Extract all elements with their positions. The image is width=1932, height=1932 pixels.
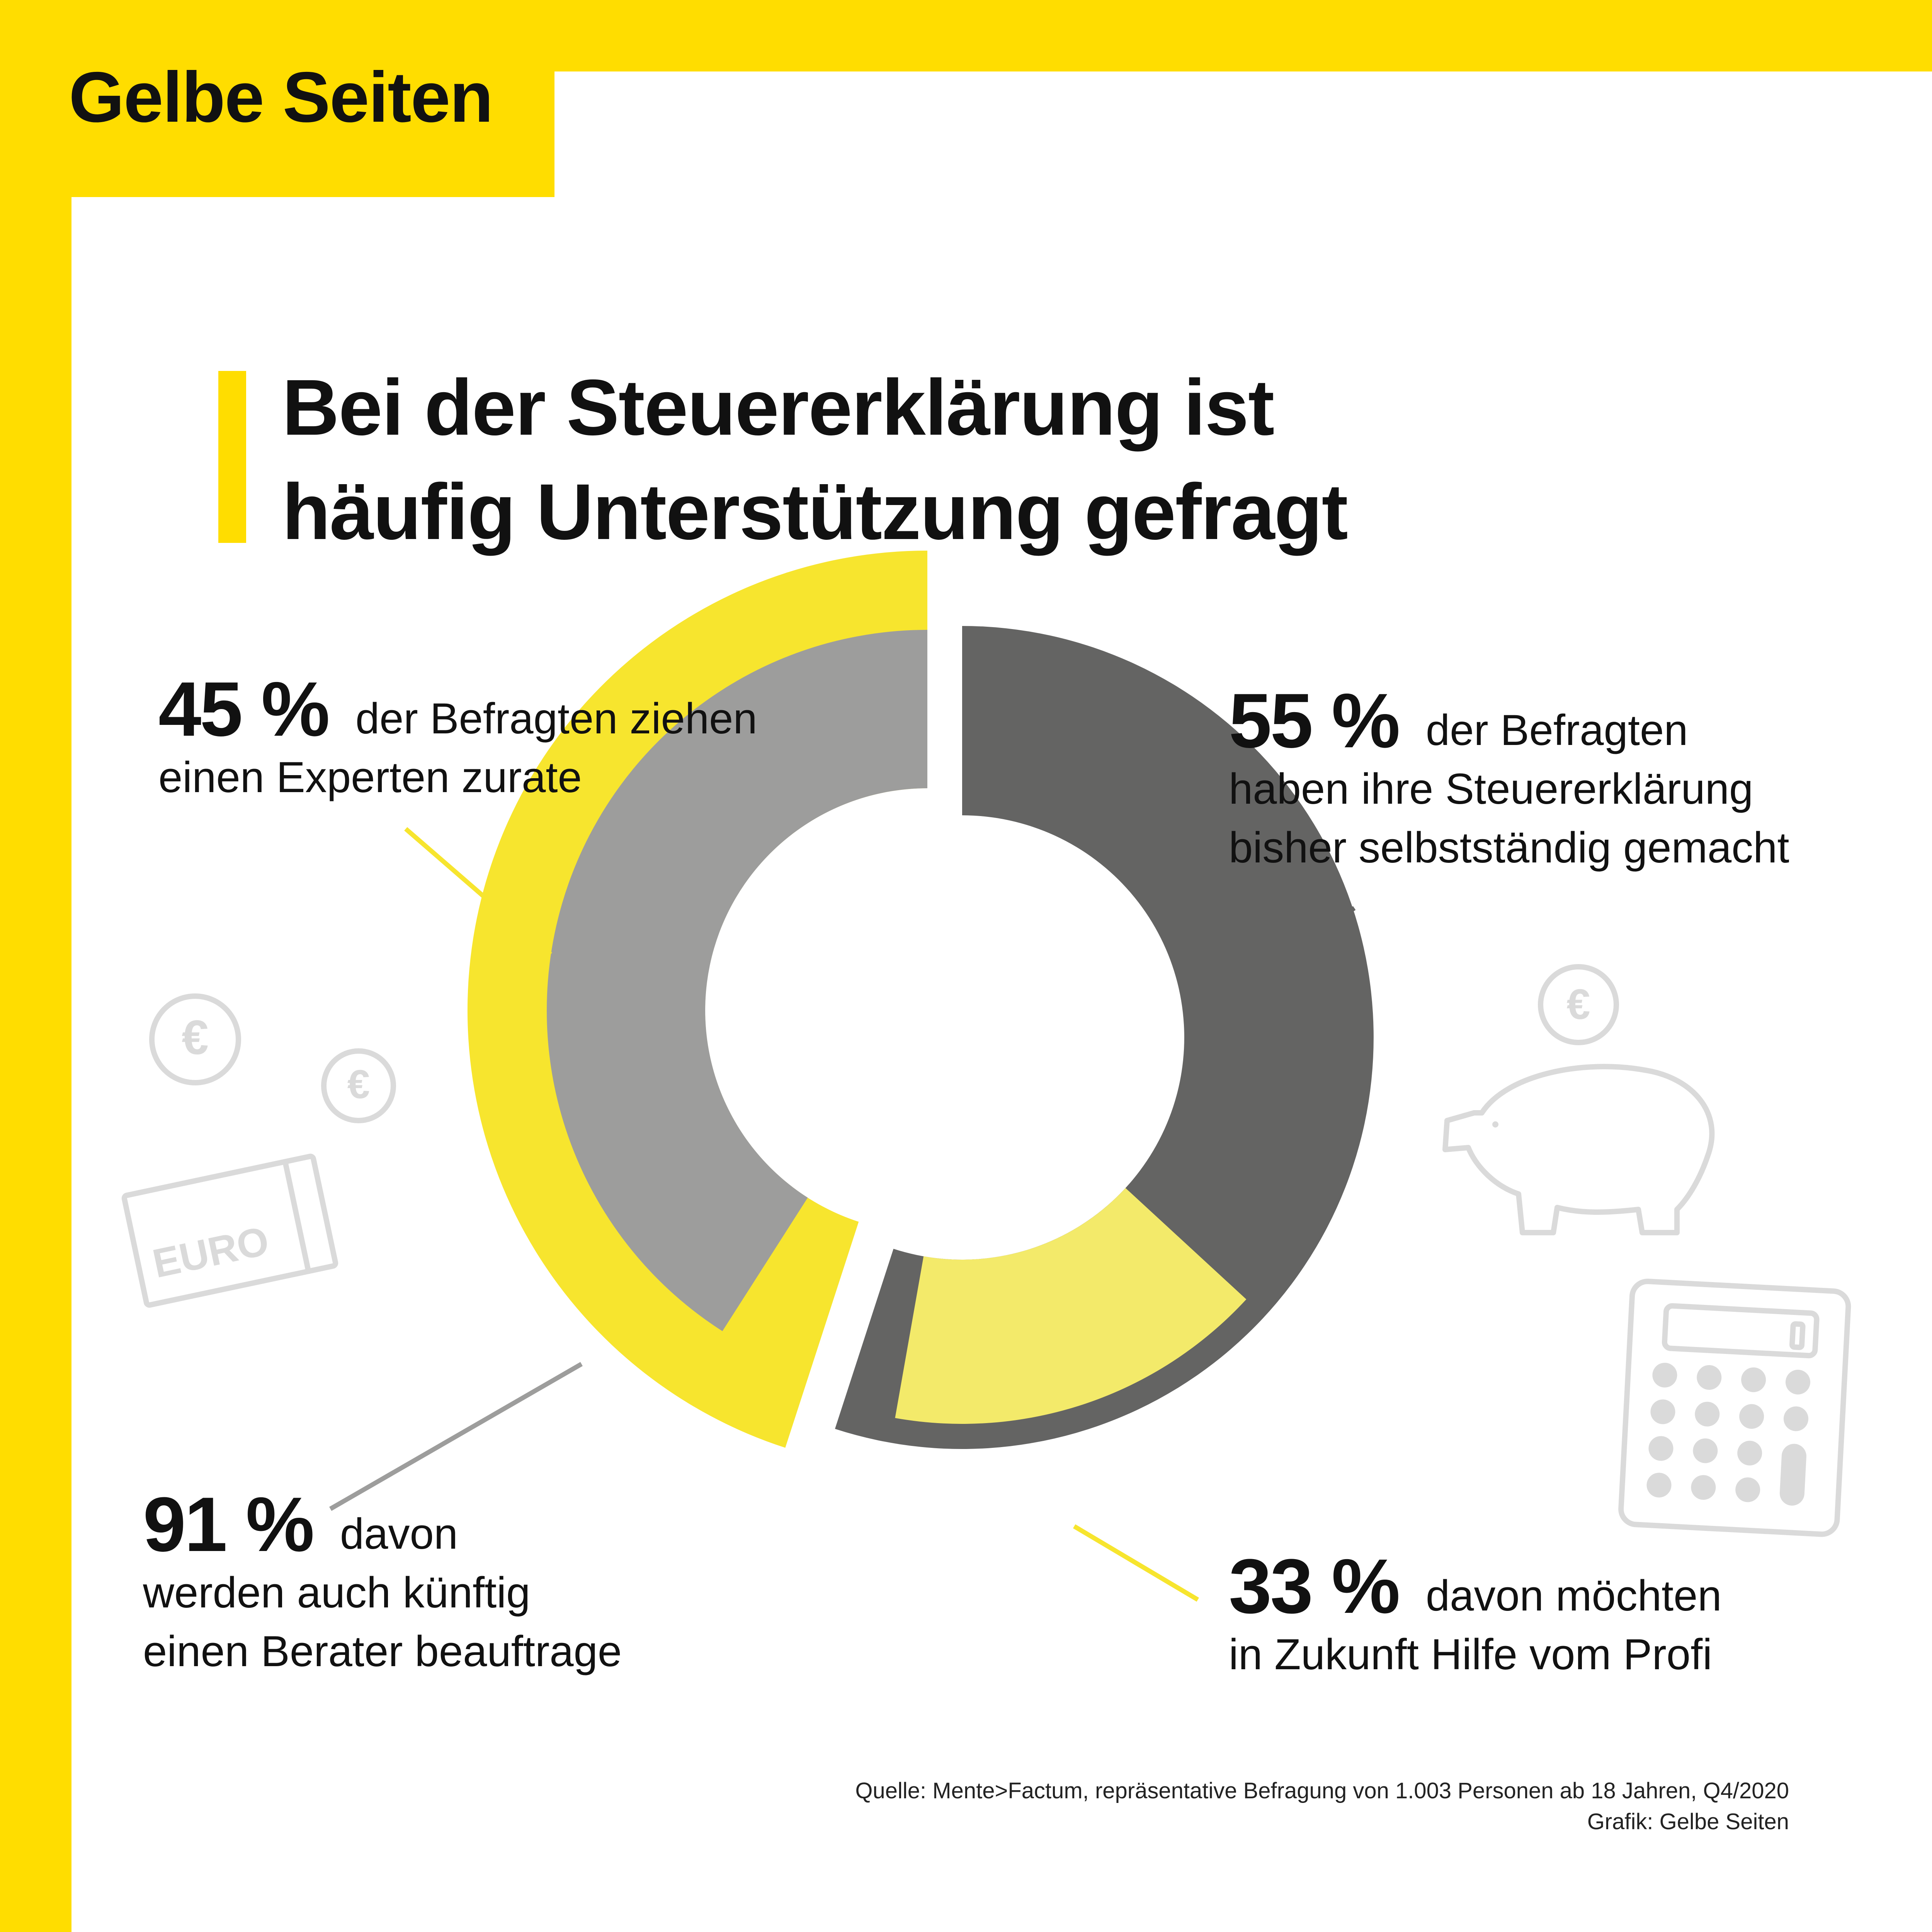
callout-text: haben ihre Steuererklärung bbox=[1229, 765, 1753, 813]
euro-symbol: € bbox=[347, 1062, 370, 1107]
callout-profi: 33 % davon möchten in Zukunft Hilfe vom P… bbox=[1229, 1548, 1722, 1684]
calculator-icon bbox=[1618, 1279, 1851, 1537]
brand-logo: Gelbe Seiten bbox=[69, 58, 493, 137]
donut-layer bbox=[467, 551, 1374, 1449]
callout-line: 33 % davon möchten bbox=[1229, 1548, 1722, 1625]
callout-text: werden auch künftig bbox=[143, 1568, 531, 1617]
donut-slice-advisor bbox=[547, 630, 927, 1331]
connector-layer bbox=[329, 827, 1356, 1602]
calculator-key bbox=[1739, 1404, 1764, 1429]
connector-expert bbox=[404, 827, 552, 956]
callout-advisor: 91 % davon werden auch künftig einen Bera… bbox=[143, 1486, 622, 1681]
calculator-key bbox=[1693, 1438, 1718, 1463]
callout-percentage: 91 % bbox=[143, 1481, 315, 1568]
donut-slice-profi bbox=[895, 1188, 1247, 1424]
connector-profi bbox=[1073, 1524, 1199, 1602]
calculator-keys bbox=[1646, 1362, 1810, 1506]
calculator-key bbox=[1737, 1440, 1762, 1466]
callout-text: bisher selbstständig gemacht bbox=[1229, 823, 1789, 872]
content-panel bbox=[71, 71, 1932, 1932]
callout-text: einen Experten zurate bbox=[158, 753, 582, 801]
calculator-key bbox=[1650, 1399, 1675, 1424]
calculator-key bbox=[1648, 1436, 1673, 1461]
source-line: Quelle: Mente>Factum, repräsentative Bef… bbox=[855, 1778, 1789, 1803]
calculator-key-tall bbox=[1779, 1444, 1806, 1506]
calculator-key bbox=[1785, 1369, 1810, 1395]
calculator-key bbox=[1741, 1367, 1766, 1392]
connector-advisor bbox=[329, 1362, 583, 1511]
piggy-bank-icon bbox=[1442, 1064, 1715, 1235]
calculator-key bbox=[1646, 1473, 1672, 1498]
source-note: Quelle: Mente>Factum, repräsentative Bef… bbox=[855, 1776, 1789, 1837]
donut-slice-self bbox=[835, 626, 1374, 1449]
euro-symbol: € bbox=[182, 1011, 209, 1065]
euro-coin-icon: € bbox=[149, 993, 241, 1085]
brand-tab: Gelbe Seiten bbox=[0, 0, 554, 197]
credit-line: Grafik: Gelbe Seiten bbox=[1587, 1809, 1789, 1834]
euro-symbol: € bbox=[1566, 981, 1590, 1028]
banknote-label: EURO bbox=[149, 1218, 273, 1287]
callout-line: 91 % davon bbox=[143, 1486, 622, 1563]
calculator-key bbox=[1691, 1475, 1716, 1500]
callout-percentage: 55 % bbox=[1229, 678, 1400, 764]
title-accent-bar bbox=[218, 371, 246, 543]
callout-line: 55 % der Befragten bbox=[1229, 682, 1789, 760]
callout-percentage: 45 % bbox=[158, 666, 330, 752]
callout-text: davon möchten bbox=[1425, 1571, 1722, 1620]
callout-expert: 45 % der Befragten ziehen einen Experten … bbox=[158, 671, 757, 807]
icons: € € EURO € bbox=[121, 964, 1851, 1537]
callout-percentage: 33 % bbox=[1229, 1543, 1400, 1629]
euro-banknote-icon: EURO bbox=[121, 1153, 338, 1308]
title-line: Bei der Steuererklärung ist bbox=[282, 363, 1274, 452]
calculator-key bbox=[1735, 1477, 1760, 1502]
callout-text: in Zukunft Hilfe vom Profi bbox=[1229, 1630, 1713, 1679]
callout-text: davon bbox=[340, 1510, 458, 1558]
calculator-key bbox=[1695, 1401, 1720, 1427]
callout-text: der Befragten bbox=[1425, 706, 1688, 754]
callout-line: 45 % der Befragten ziehen bbox=[158, 671, 757, 748]
page-title: Bei der Steuererklärung ist häufig Unter… bbox=[282, 355, 1348, 564]
segment-expert bbox=[467, 551, 927, 1448]
calculator-key bbox=[1697, 1365, 1722, 1390]
calculator-key bbox=[1783, 1406, 1808, 1431]
callout-text: einen Berater beauftrage bbox=[143, 1627, 622, 1675]
calculator-key bbox=[1652, 1362, 1677, 1388]
euro-coin-icon: € bbox=[1538, 964, 1619, 1045]
callout-text: der Befragten ziehen bbox=[355, 694, 757, 743]
title-line: häufig Unterstützung gefragt bbox=[282, 468, 1348, 556]
euro-coin-icon: € bbox=[321, 1048, 396, 1123]
callout-self: 55 % der Befragten haben ihre Steuererklä… bbox=[1229, 682, 1789, 877]
connector-self bbox=[1252, 906, 1356, 978]
segment-self bbox=[835, 626, 1374, 1449]
